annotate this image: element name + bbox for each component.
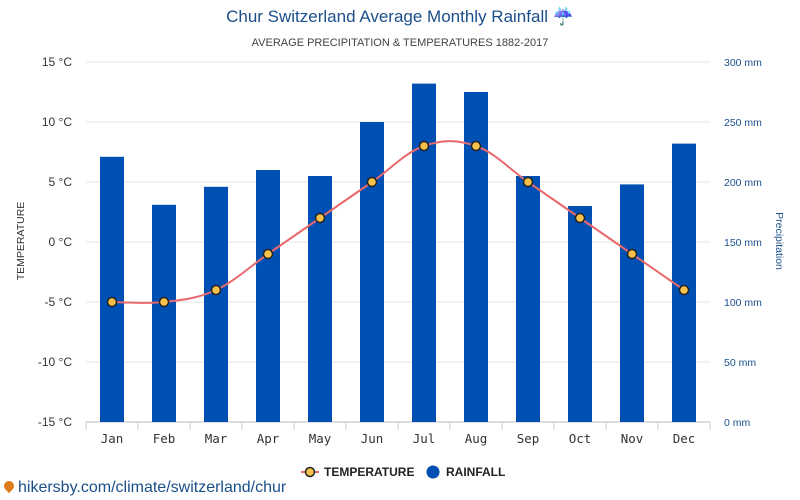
- temperature-point: [470, 140, 482, 152]
- right-y-axis: 300 mm 250 mm 200 mm 150 mm 100 mm 50 mm 0 mm: [724, 57, 762, 429]
- temperature-point: [678, 284, 690, 296]
- x-tick-label: Oct: [569, 431, 592, 446]
- x-tick-label: Jan: [101, 431, 124, 446]
- y-tick-label-right: 250 mm: [724, 117, 762, 129]
- y-tick-label-right: 0 mm: [724, 417, 751, 429]
- temperature-point: [626, 248, 638, 260]
- legend-temperature-label: TEMPERATURE: [324, 465, 414, 479]
- legend[interactable]: TEMPERATURE RAINFALL: [301, 465, 505, 479]
- x-tick-label: Jul: [413, 431, 436, 446]
- left-axis-title: TEMPERATURE: [15, 202, 27, 281]
- x-tick-label: May: [309, 431, 332, 446]
- temperature-point: [574, 212, 586, 224]
- y-tick-label-right: 150 mm: [724, 237, 762, 249]
- rainfall-bar: [256, 170, 280, 422]
- temperature-point: [418, 140, 430, 152]
- y-tick-label-right: 300 mm: [724, 57, 762, 69]
- temperature-point: [366, 176, 378, 188]
- y-tick-label-left: -5 °C: [45, 295, 73, 309]
- y-tick-label-right: 50 mm: [724, 357, 756, 369]
- legend-marker-swatch: [304, 466, 316, 478]
- location-pin-icon: [1, 478, 17, 494]
- temperature-point: [522, 176, 534, 188]
- rainfall-bar: [204, 186, 228, 422]
- source-link[interactable]: hikersby.com/climate/switzerland/chur: [1, 478, 287, 497]
- x-tick-label: Aug: [465, 431, 488, 446]
- y-tick-label-right: 200 mm: [724, 177, 762, 189]
- y-tick-label-left: 5 °C: [49, 175, 73, 189]
- temperature-markers: [106, 140, 690, 308]
- y-tick-label-left: 15 °C: [42, 55, 72, 69]
- temperature-point: [106, 296, 118, 308]
- temperature-line: [111, 140, 685, 304]
- x-tick-label: Apr: [257, 431, 280, 446]
- y-tick-label-right: 100 mm: [724, 297, 762, 309]
- right-axis-title: Precipitation: [773, 212, 785, 270]
- left-y-axis: 15 °C 10 °C 5 °C 0 °C -5 °C -10 °C -15 °C: [38, 55, 72, 429]
- rainfall-bar: [672, 143, 696, 422]
- y-tick-label-left: 0 °C: [49, 235, 73, 249]
- x-tick-label: Feb: [153, 431, 176, 446]
- temperature-point: [314, 212, 326, 224]
- x-tick-label: Mar: [205, 431, 228, 446]
- chart-title: Chur Switzerland Average Monthly Rainfal…: [226, 6, 574, 26]
- y-tick-label-left: 10 °C: [42, 115, 72, 129]
- x-tick-label: Nov: [621, 431, 644, 446]
- rainfall-bar: [412, 83, 436, 422]
- legend-item-temperature[interactable]: TEMPERATURE: [301, 465, 414, 479]
- rainfall-bar: [568, 206, 592, 422]
- x-tick-label: Dec: [673, 431, 696, 446]
- x-tick-label: Jun: [361, 431, 384, 446]
- y-tick-label-left: -15 °C: [38, 415, 72, 429]
- legend-item-rainfall[interactable]: RAINFALL: [426, 465, 506, 479]
- temperature-point: [262, 248, 274, 260]
- rainfall-bar: [516, 176, 540, 422]
- rainfall-bars: [100, 83, 696, 423]
- rainfall-bar: [360, 122, 384, 422]
- temperature-point: [158, 296, 170, 308]
- chart-subtitle: AVERAGE PRECIPITATION & TEMPERATURES 188…: [252, 37, 549, 49]
- legend-rainfall-label: RAINFALL: [446, 465, 505, 479]
- y-tick-label-left: -10 °C: [38, 355, 72, 369]
- x-axis: Jan Feb Mar Apr May Jun Jul Aug Sep Oct Nov Dec: [85, 422, 711, 446]
- temperature-point: [210, 284, 222, 296]
- source-url: hikersby.com/climate/switzerland/chur: [18, 479, 287, 496]
- rainfall-bar: [100, 156, 124, 423]
- legend-rainfall-swatch: [426, 465, 440, 479]
- rainfall-bar: [152, 204, 176, 422]
- rainfall-bar: [620, 184, 644, 422]
- x-tick-label: Sep: [517, 431, 540, 446]
